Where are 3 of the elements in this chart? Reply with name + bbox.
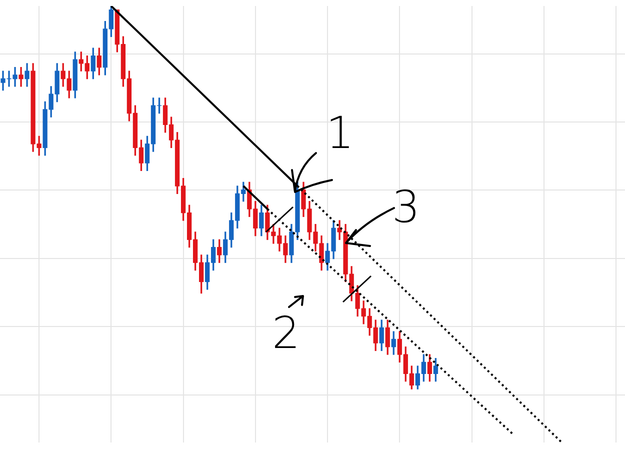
annotation: 2 [272,308,300,359]
annotation: 3 [392,182,420,233]
annotation: 1 [326,108,354,159]
